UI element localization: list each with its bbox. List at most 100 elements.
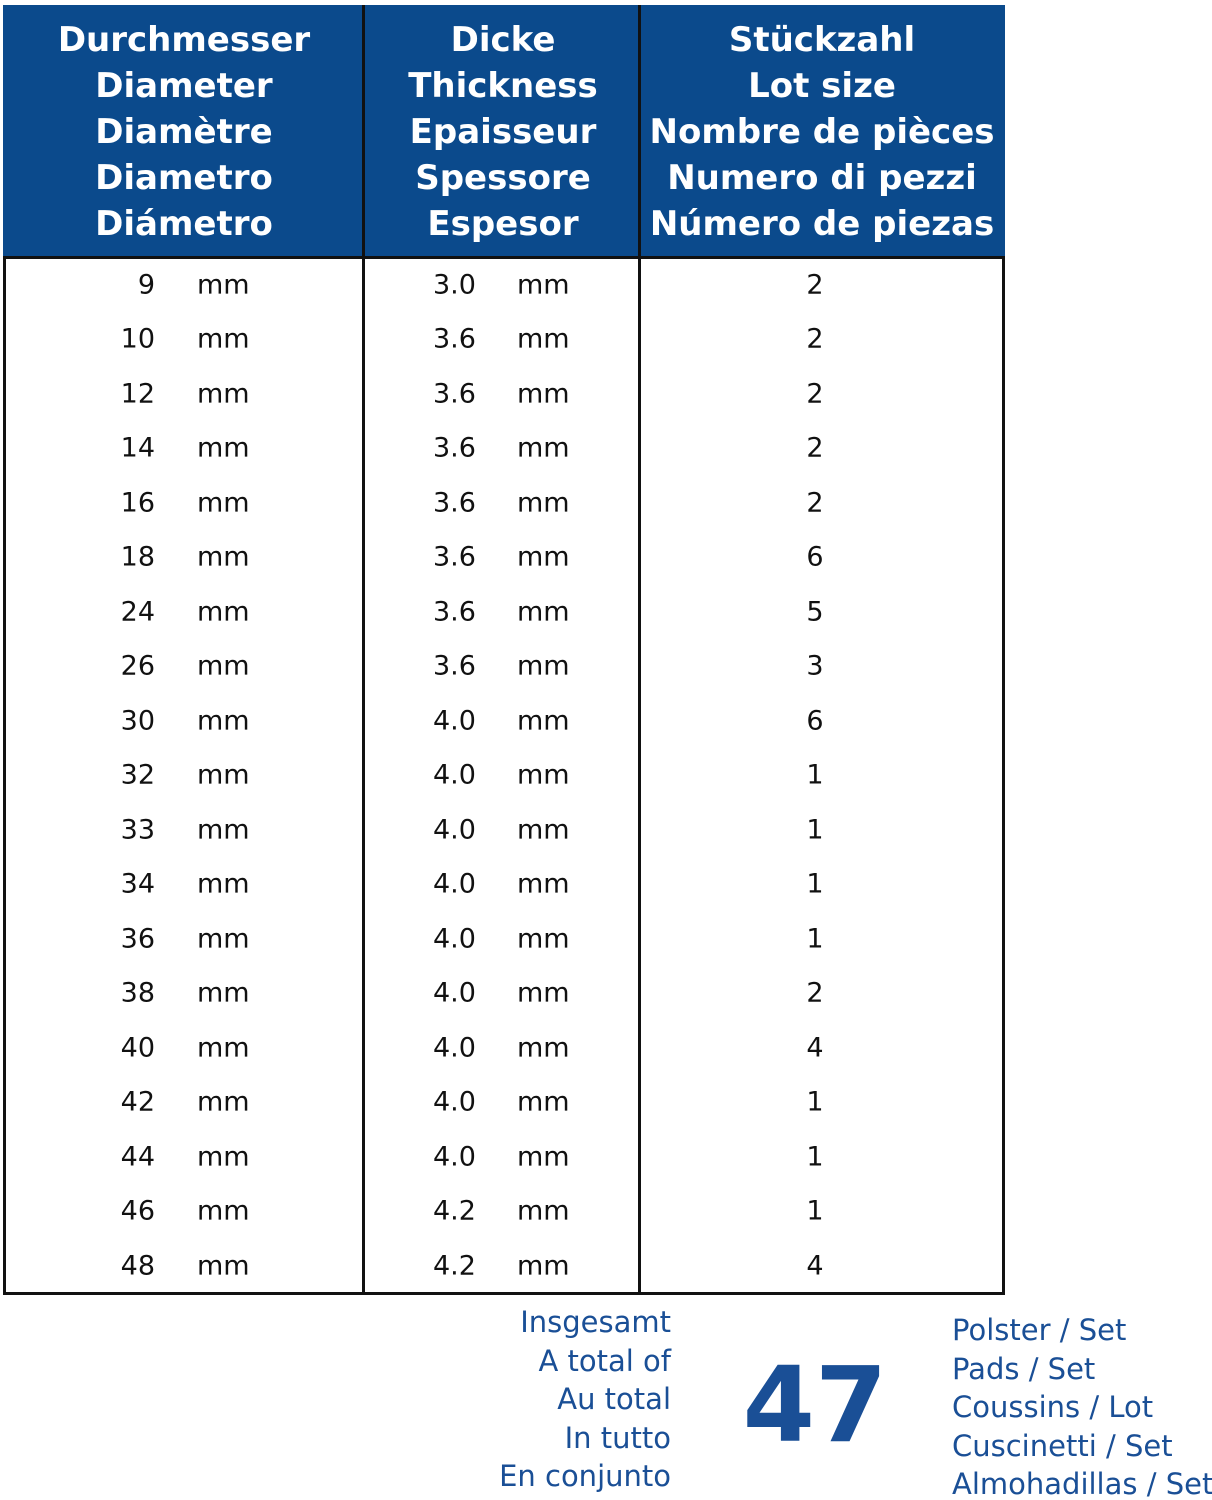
diameter-unit: mm	[197, 541, 250, 573]
thickness-unit: mm	[517, 596, 570, 628]
diameter-value: 42	[120, 1086, 155, 1118]
total-label: En conjunto	[499, 1459, 671, 1493]
thickness-unit: mm	[517, 868, 570, 900]
total-count: 47	[742, 1344, 888, 1466]
total-label: Au total	[557, 1382, 671, 1416]
thickness-value: 3.6	[433, 432, 476, 464]
diameter-unit: mm	[197, 323, 250, 355]
lot-size: 1	[806, 814, 824, 846]
thickness-value: 4.0	[433, 814, 476, 846]
diameter-value: 10	[120, 323, 155, 355]
header-text: Diamètre	[95, 112, 273, 152]
thickness-value: 4.0	[433, 1032, 476, 1064]
diameter-unit: mm	[197, 759, 250, 791]
diameter-unit: mm	[197, 1141, 250, 1173]
lot-size: 1	[806, 1086, 824, 1118]
lot-size: 1	[806, 1141, 824, 1173]
unit-label: Almohadillas / Set	[952, 1467, 1212, 1500]
column-divider	[638, 5, 641, 1294]
thickness-value: 4.2	[433, 1250, 476, 1282]
lot-size: 2	[806, 378, 824, 410]
header-text: Número de piezas	[649, 204, 995, 244]
thickness-value: 4.0	[433, 923, 476, 955]
diameter-value: 16	[120, 487, 155, 519]
lot-size: 2	[806, 487, 824, 519]
unit-label: Pads / Set	[952, 1351, 1096, 1386]
table-header	[3, 5, 1005, 259]
diameter-value: 36	[120, 923, 155, 955]
total-label: A total of	[538, 1343, 671, 1378]
header-text: Stückzahl	[728, 20, 916, 60]
thickness-value: 3.6	[433, 487, 476, 519]
diameter-unit: mm	[197, 1195, 250, 1227]
column-divider	[362, 5, 365, 1294]
thickness-value: 4.2	[433, 1195, 476, 1227]
thickness-unit: mm	[517, 432, 570, 464]
header-text: Spessore	[415, 158, 591, 198]
diameter-value: 33	[120, 814, 155, 846]
lot-size: 2	[806, 977, 824, 1009]
diameter-unit: mm	[197, 269, 250, 301]
header-text: Diametro	[95, 158, 273, 198]
header-text: Diámetro	[95, 204, 273, 244]
thickness-unit: mm	[517, 1195, 570, 1227]
diameter-value: 18	[120, 541, 155, 573]
diameter-value: 30	[120, 705, 155, 737]
thickness-value: 3.0	[433, 269, 476, 301]
thickness-unit: mm	[517, 378, 570, 410]
diameter-unit: mm	[197, 1032, 250, 1064]
thickness-value: 4.0	[433, 705, 476, 737]
thickness-unit: mm	[517, 814, 570, 846]
diameter-unit: mm	[197, 432, 250, 464]
lot-size: 6	[806, 541, 824, 573]
total-label: In tutto	[564, 1420, 671, 1455]
thickness-unit: mm	[517, 1086, 570, 1118]
diameter-unit: mm	[197, 868, 250, 900]
thickness-unit: mm	[517, 487, 570, 519]
thickness-unit: mm	[517, 541, 570, 573]
diameter-unit: mm	[197, 1086, 250, 1118]
thickness-unit: mm	[517, 977, 570, 1009]
diameter-value: 44	[120, 1141, 155, 1173]
thickness-unit: mm	[517, 923, 570, 955]
thickness-value: 4.0	[433, 759, 476, 791]
thickness-value: 3.6	[433, 650, 476, 682]
thickness-unit: mm	[517, 1250, 570, 1282]
diameter-unit: mm	[197, 705, 250, 737]
thickness-value: 3.6	[433, 323, 476, 355]
header-text: Numero di pezzi	[667, 158, 977, 198]
unit-label: Cuscinetti / Set	[952, 1428, 1173, 1463]
lot-size: 2	[806, 323, 824, 355]
thickness-unit: mm	[517, 650, 570, 682]
header-text: Epaisseur	[409, 112, 597, 152]
thickness-unit: mm	[517, 759, 570, 791]
diameter-value: 48	[120, 1250, 155, 1282]
header-text: Nombre de pièces	[649, 112, 995, 152]
diameter-value: 26	[120, 650, 155, 682]
diameter-unit: mm	[197, 378, 250, 410]
lot-size: 4	[806, 1250, 824, 1282]
header-text: Thickness	[408, 66, 598, 106]
diameter-value: 14	[120, 432, 155, 464]
diameter-unit: mm	[197, 596, 250, 628]
thickness-value: 3.6	[433, 378, 476, 410]
unit-label: Polster / Set	[952, 1313, 1127, 1347]
lot-size: 6	[806, 705, 824, 737]
diameter-unit: mm	[197, 814, 250, 846]
thickness-unit: mm	[517, 269, 570, 301]
thickness-value: 4.0	[433, 868, 476, 900]
diameter-unit: mm	[197, 977, 250, 1009]
total-label: Insgesamt	[520, 1305, 671, 1339]
header-text: Durchmesser	[57, 20, 311, 60]
diameter-unit: mm	[197, 1250, 250, 1282]
diameter-value: 32	[120, 759, 155, 791]
lot-size: 2	[806, 432, 824, 464]
thickness-value: 4.0	[433, 977, 476, 1009]
diameter-value: 46	[120, 1195, 155, 1227]
diameter-value: 38	[120, 977, 155, 1009]
unit-label: Coussins / Lot	[952, 1390, 1154, 1424]
thickness-unit: mm	[517, 1032, 570, 1064]
lot-size: 2	[806, 269, 824, 301]
thickness-value: 3.6	[433, 596, 476, 628]
